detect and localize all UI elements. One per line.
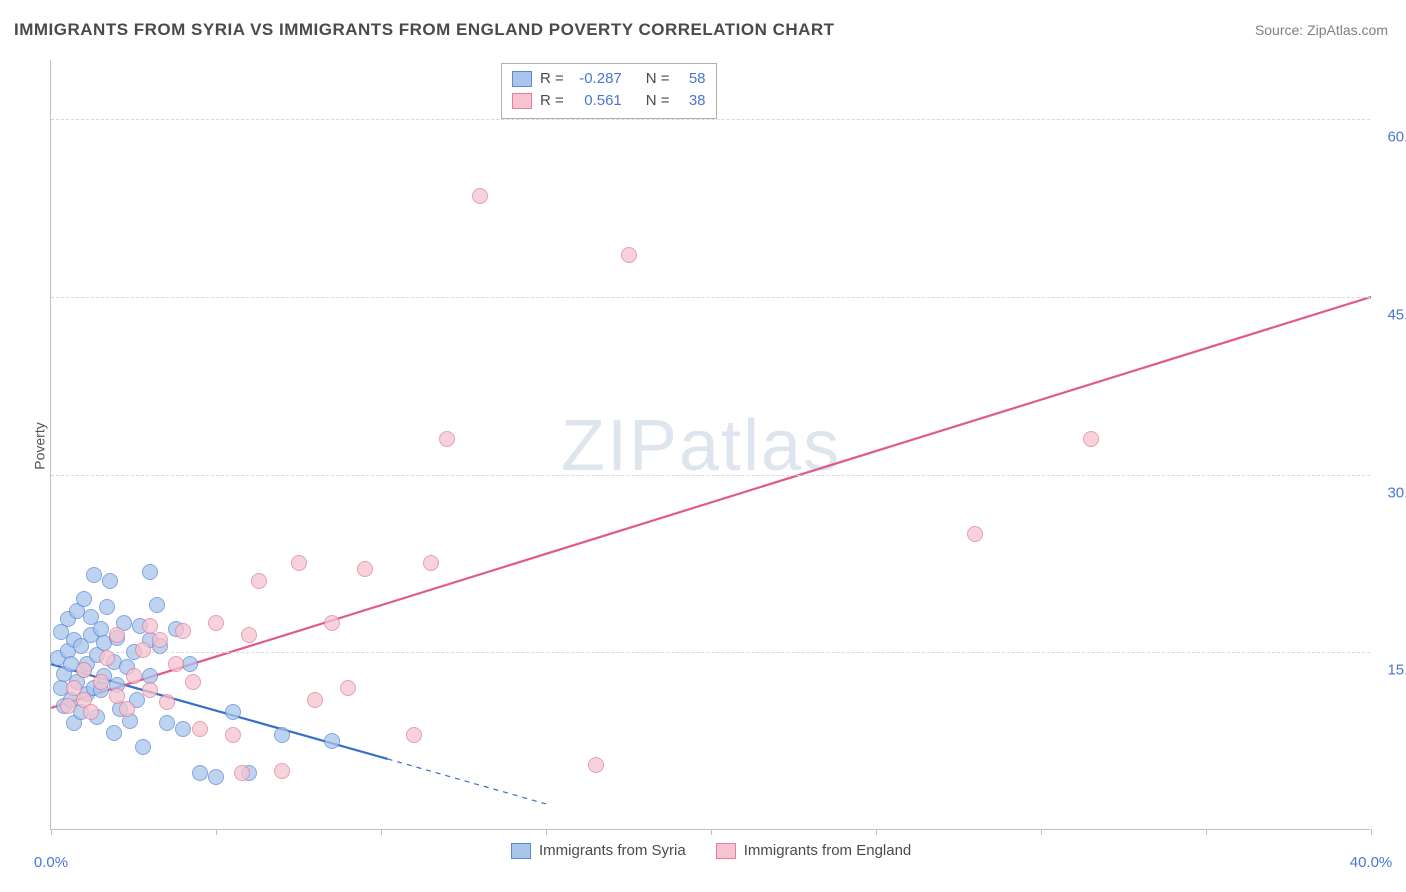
scatter-point-syria xyxy=(142,564,158,580)
x-tick xyxy=(876,829,877,835)
scatter-point-england xyxy=(99,650,115,666)
scatter-point-england xyxy=(324,615,340,631)
scatter-point-england xyxy=(93,674,109,690)
scatter-point-england xyxy=(251,573,267,589)
scatter-point-england xyxy=(588,757,604,773)
source-prefix: Source: xyxy=(1255,22,1307,38)
scatter-point-england xyxy=(60,698,76,714)
scatter-point-england xyxy=(185,674,201,690)
scatter-point-syria xyxy=(135,739,151,755)
stats-n-label: N = xyxy=(646,68,670,90)
scatter-point-england xyxy=(340,680,356,696)
regression-line-england xyxy=(51,297,1371,708)
source-attribution: Source: ZipAtlas.com xyxy=(1255,22,1388,38)
legend-item-syria: Immigrants from Syria xyxy=(511,842,686,859)
scatter-point-england xyxy=(126,668,142,684)
scatter-point-england xyxy=(119,701,135,717)
scatter-point-england xyxy=(225,727,241,743)
scatter-point-england xyxy=(142,682,158,698)
source-name: ZipAtlas.com xyxy=(1307,22,1388,38)
legend-label-syria: Immigrants from Syria xyxy=(539,842,686,859)
scatter-point-england xyxy=(234,765,250,781)
scatter-point-syria xyxy=(324,733,340,749)
x-tick xyxy=(216,829,217,835)
scatter-point-england xyxy=(168,656,184,672)
regression-lines-layer xyxy=(51,60,1370,829)
scatter-point-syria xyxy=(274,727,290,743)
scatter-point-syria xyxy=(102,573,118,589)
scatter-point-england xyxy=(159,694,175,710)
series-legend: Immigrants from Syria Immigrants from Eng… xyxy=(511,842,911,859)
y-axis-label: Poverty xyxy=(32,422,48,469)
scatter-point-england xyxy=(967,526,983,542)
scatter-point-england xyxy=(406,727,422,743)
stats-row-england: R = 0.561 N = 38 xyxy=(512,90,706,112)
x-tick xyxy=(381,829,382,835)
legend-label-england: Immigrants from England xyxy=(744,842,912,859)
scatter-point-england xyxy=(135,642,151,658)
scatter-point-england xyxy=(472,188,488,204)
legend-swatch-syria xyxy=(511,843,531,859)
x-tick xyxy=(546,829,547,835)
scatter-point-england xyxy=(175,623,191,639)
legend-item-england: Immigrants from England xyxy=(716,842,912,859)
scatter-point-syria xyxy=(99,599,115,615)
x-tick xyxy=(51,829,52,835)
scatter-point-england xyxy=(208,615,224,631)
scatter-point-england xyxy=(83,704,99,720)
scatter-point-england xyxy=(152,632,168,648)
gridline-horizontal xyxy=(51,652,1370,653)
stats-swatch-syria xyxy=(512,71,532,87)
stats-r-value: -0.287 xyxy=(572,68,622,90)
y-tick-label: 30.0% xyxy=(1387,484,1406,501)
x-tick-label: 0.0% xyxy=(34,854,68,871)
x-tick xyxy=(711,829,712,835)
x-tick xyxy=(1041,829,1042,835)
scatter-point-england xyxy=(307,692,323,708)
scatter-point-england xyxy=(274,763,290,779)
chart-plot-area: ZIPatlas R =-0.287N =58R =0.561N =38 Imm… xyxy=(50,60,1370,830)
scatter-point-england xyxy=(192,721,208,737)
legend-swatch-england xyxy=(716,843,736,859)
stats-r-label: R = xyxy=(540,90,564,112)
stats-n-value: 38 xyxy=(678,90,706,112)
stats-r-label: R = xyxy=(540,68,564,90)
scatter-point-england xyxy=(142,618,158,634)
scatter-point-england xyxy=(439,431,455,447)
scatter-point-syria xyxy=(149,597,165,613)
scatter-point-syria xyxy=(175,721,191,737)
correlation-stats-box: R = -0.287 N = 58 R = 0.561 N = 38 xyxy=(501,63,717,119)
scatter-point-england xyxy=(621,247,637,263)
x-tick xyxy=(1206,829,1207,835)
scatter-point-syria xyxy=(208,769,224,785)
chart-title: IMMIGRANTS FROM SYRIA VS IMMIGRANTS FROM… xyxy=(14,20,835,40)
scatter-point-syria xyxy=(106,725,122,741)
scatter-point-england xyxy=(423,555,439,571)
stats-n-label: N = xyxy=(646,90,670,112)
scatter-point-england xyxy=(241,627,257,643)
stats-swatch-england xyxy=(512,93,532,109)
stats-r-value: 0.561 xyxy=(572,90,622,112)
stats-row-syria: R = -0.287 N = 58 xyxy=(512,68,706,90)
scatter-point-england xyxy=(1083,431,1099,447)
scatter-point-england xyxy=(291,555,307,571)
y-tick-label: 45.0% xyxy=(1387,306,1406,323)
gridline-horizontal xyxy=(51,119,1370,120)
stats-n-value: 58 xyxy=(678,68,706,90)
scatter-point-syria xyxy=(159,715,175,731)
gridline-horizontal xyxy=(51,297,1370,298)
scatter-point-syria xyxy=(76,591,92,607)
scatter-point-syria xyxy=(86,567,102,583)
scatter-point-england xyxy=(76,662,92,678)
y-tick-label: 60.0% xyxy=(1387,129,1406,146)
regression-line-dashed-syria xyxy=(388,759,546,804)
x-tick-label: 40.0% xyxy=(1350,854,1393,871)
y-tick-label: 15.0% xyxy=(1387,662,1406,679)
scatter-point-england xyxy=(109,627,125,643)
scatter-point-syria xyxy=(192,765,208,781)
scatter-point-syria xyxy=(225,704,241,720)
scatter-point-england xyxy=(357,561,373,577)
x-tick xyxy=(1371,829,1372,835)
gridline-horizontal xyxy=(51,475,1370,476)
